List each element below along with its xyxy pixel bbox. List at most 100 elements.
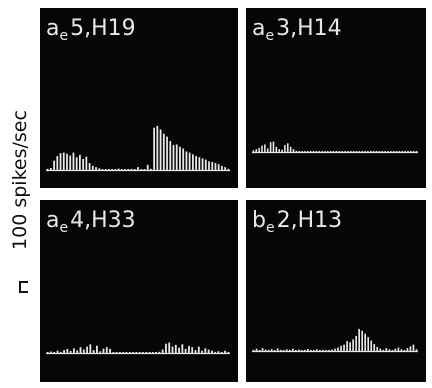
histogram-bar [269, 142, 272, 152]
histogram-bar [115, 352, 118, 353]
histogram-bar [304, 151, 306, 152]
histogram-bar [379, 348, 382, 351]
histogram-bar [175, 144, 178, 170]
histogram-bar [158, 351, 161, 353]
histogram-bar [361, 330, 363, 351]
histogram-bar [329, 151, 332, 152]
histogram-bar [349, 151, 352, 152]
histogram-bar [72, 152, 75, 170]
histogram-bar [143, 169, 146, 170]
histogram-bar [352, 151, 355, 152]
histogram-bar [114, 169, 117, 170]
histogram-bar [88, 163, 91, 170]
histogram-bar [332, 151, 335, 152]
histogram-bar [148, 352, 151, 353]
histogram-bar [112, 352, 115, 353]
histogram-bar [340, 345, 342, 351]
histogram-bar [398, 151, 401, 152]
histogram-bar [410, 151, 412, 152]
histogram-bar [295, 150, 298, 152]
histogram-bar [127, 169, 130, 170]
histogram-bar [161, 349, 164, 353]
histogram-bar [138, 352, 141, 353]
histogram-bar [401, 151, 404, 152]
histogram-bar [69, 350, 72, 353]
histogram-bar [403, 350, 406, 351]
histogram-bar [284, 145, 286, 152]
panel-label-rest: 5,H19 [70, 16, 136, 41]
histogram-bar [53, 160, 55, 170]
histogram-bar [285, 349, 288, 351]
histogram-bar [122, 352, 125, 353]
histogram-bar [373, 344, 376, 351]
histogram-bar [327, 151, 329, 152]
histogram-bar [111, 169, 114, 170]
histogram-bar [142, 352, 144, 353]
histogram-bar [278, 149, 280, 152]
histogram-bar [156, 125, 159, 170]
histogram-bar [382, 349, 385, 351]
histogram-bar [385, 348, 388, 351]
histogram-bar [181, 344, 184, 353]
histogram-bar [258, 350, 261, 351]
histogram-bar [56, 156, 59, 170]
histogram-bar [117, 168, 120, 170]
histogram-bar [367, 151, 369, 152]
histogram-bar [347, 151, 349, 152]
histogram-bar [204, 159, 207, 170]
histogram-bar [165, 343, 167, 353]
histogram-bar [188, 346, 190, 353]
histogram-bar [258, 147, 260, 152]
histogram-bar [214, 351, 217, 353]
histogram-bar [364, 333, 367, 351]
histogram-bar [162, 133, 165, 170]
panel-label-rest: 3,H14 [276, 16, 342, 41]
histogram-bar [79, 154, 81, 170]
histogram-bar [267, 349, 270, 351]
histogram-bar [69, 155, 72, 170]
histogram-bar [198, 157, 201, 170]
histogram-bar [315, 151, 318, 152]
panel-label-rest: 4,H33 [70, 208, 136, 233]
histogram-bar [334, 348, 336, 351]
histogram-bar [337, 347, 339, 351]
histogram-bar [279, 349, 282, 351]
histogram-bar [101, 169, 104, 170]
histogram-bar [352, 339, 354, 351]
histogram-bar [166, 136, 168, 170]
histogram-bar [195, 156, 197, 170]
histogram-bar [79, 347, 82, 353]
histogram-panel-2: ae3,H14 [246, 8, 426, 188]
histogram-bar [372, 151, 375, 152]
histogram-bar [292, 149, 295, 152]
histogram-bar [322, 349, 324, 351]
histogram-bar [178, 347, 180, 353]
histogram-bar [298, 151, 301, 152]
panel-label-subscript: e [59, 28, 68, 44]
histogram-bar [355, 335, 357, 351]
histogram-bar [59, 153, 62, 170]
histogram-bar [201, 158, 204, 170]
histogram-bar [191, 347, 194, 353]
histogram-bar [319, 350, 321, 351]
histogram-bar [412, 344, 415, 351]
histogram-bar [316, 349, 318, 351]
histogram-bar [294, 350, 297, 351]
histogram-bar [151, 352, 154, 353]
histogram-bar [227, 168, 230, 170]
histogram-bar [395, 151, 398, 152]
histogram-bar [281, 149, 283, 152]
histogram-bar [387, 151, 389, 152]
histogram-bar [211, 350, 213, 353]
histogram-bar [135, 352, 138, 353]
histogram-bar [358, 328, 360, 351]
panel-label-letter: a [46, 208, 59, 233]
histogram-bar [182, 148, 185, 170]
histogram-bar [392, 151, 395, 152]
histogram-bar [378, 151, 381, 152]
histogram-bar [145, 352, 148, 353]
histogram-bar [349, 342, 351, 351]
histogram-bar [89, 344, 92, 353]
histogram-bar [128, 352, 131, 353]
histogram-bar [313, 350, 315, 351]
